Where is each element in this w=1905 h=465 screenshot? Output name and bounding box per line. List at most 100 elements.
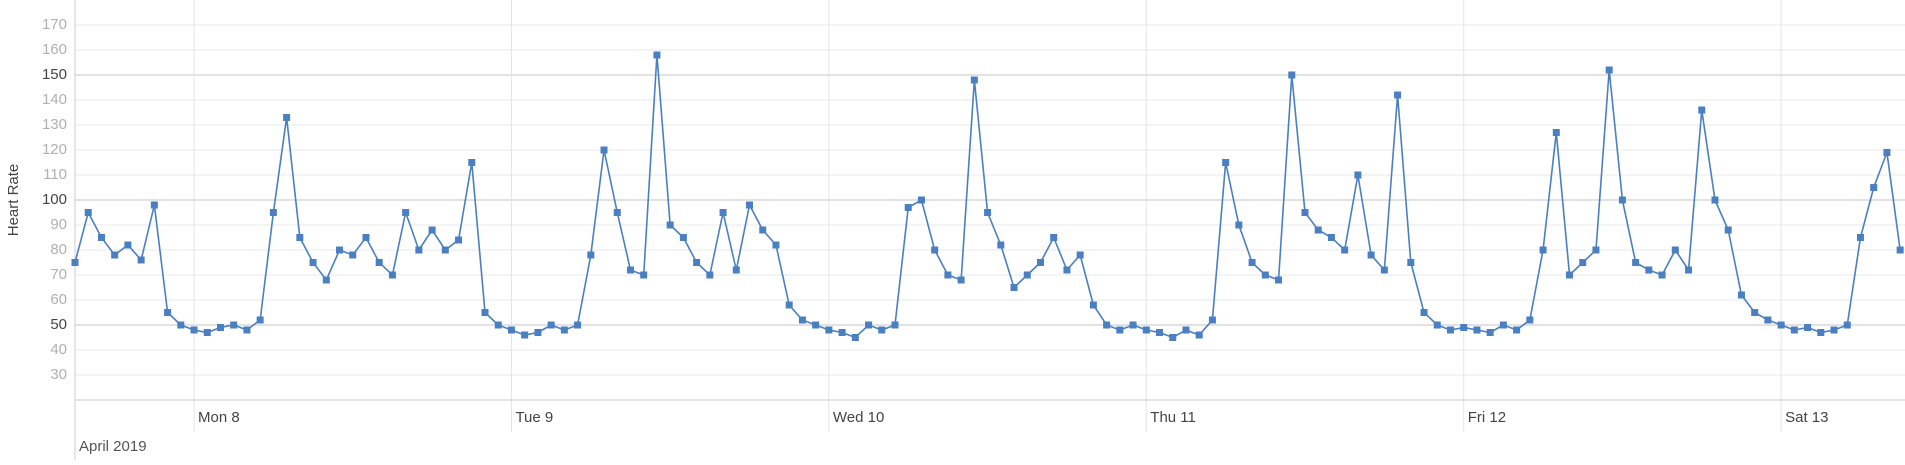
- data-point: [1182, 326, 1190, 334]
- data-point: [362, 234, 370, 241]
- data-point: [1658, 271, 1666, 279]
- data-point: [1023, 271, 1031, 279]
- data-point: [1103, 321, 1111, 329]
- data-point: [891, 321, 899, 329]
- data-point: [666, 221, 674, 229]
- y-tick-label: 160: [42, 41, 67, 58]
- x-tick-label: Thu 11: [1150, 409, 1196, 426]
- data-point: [1367, 251, 1375, 259]
- data-point: [1156, 329, 1164, 336]
- data-point: [309, 259, 317, 266]
- y-tick-label: 130: [42, 116, 67, 133]
- data-point: [679, 234, 687, 241]
- data-point: [1116, 326, 1124, 334]
- data-point: [1050, 234, 1058, 241]
- data-point: [1380, 266, 1388, 274]
- y-tick-label: 70: [50, 266, 67, 283]
- data-point: [1724, 226, 1732, 234]
- data-point: [111, 251, 119, 259]
- y-tick-label: 60: [50, 291, 67, 308]
- data-point: [547, 321, 555, 329]
- data-point: [216, 324, 224, 331]
- data-point: [1804, 324, 1812, 331]
- data-point: [640, 271, 648, 279]
- data-point: [1870, 184, 1878, 191]
- data-point: [71, 259, 79, 266]
- data-point: [402, 209, 410, 216]
- data-point: [653, 51, 661, 59]
- x-tick-label: Tue 9: [515, 409, 553, 426]
- data-point: [613, 209, 621, 216]
- data-point: [1513, 326, 1521, 334]
- data-point: [944, 271, 952, 279]
- data-point: [798, 316, 806, 324]
- data-point: [1566, 271, 1574, 279]
- data-point: [428, 226, 436, 234]
- x-tick-label: Sat 13: [1785, 409, 1828, 426]
- data-point: [865, 321, 873, 329]
- data-point: [534, 329, 542, 336]
- data-point: [1777, 321, 1785, 329]
- y-tick-label: 90: [50, 216, 67, 233]
- data-point: [587, 251, 595, 259]
- data-point: [746, 201, 754, 209]
- data-point: [1671, 246, 1679, 254]
- x-group-label: April 2019: [79, 438, 147, 455]
- data-point: [296, 234, 304, 241]
- data-point: [1579, 259, 1587, 266]
- data-point: [732, 266, 740, 274]
- data-point: [1248, 259, 1256, 266]
- data-point: [772, 241, 780, 249]
- series-line: [74, 54, 1901, 339]
- data-point: [1685, 266, 1693, 274]
- data-point: [1208, 316, 1216, 324]
- data-point: [626, 266, 634, 274]
- data-point: [1486, 329, 1494, 336]
- data-point: [137, 256, 145, 264]
- data-point: [1314, 226, 1322, 234]
- data-point: [1275, 276, 1283, 284]
- data-point: [970, 76, 978, 84]
- data-point: [256, 316, 264, 324]
- data-point: [997, 241, 1005, 249]
- data-point: [349, 251, 357, 259]
- data-point: [931, 246, 939, 254]
- data-point: [1473, 326, 1481, 334]
- data-point: [1036, 259, 1044, 266]
- data-point: [441, 246, 449, 254]
- data-point: [812, 321, 820, 329]
- data-point: [1076, 251, 1084, 259]
- data-point: [1764, 316, 1772, 324]
- data-point: [1089, 301, 1097, 309]
- data-point: [388, 271, 396, 279]
- data-point: [1698, 106, 1706, 114]
- x-tick-label: Wed 10: [833, 409, 884, 426]
- data-point: [1288, 71, 1296, 79]
- data-point: [1129, 321, 1137, 329]
- data-point: [1142, 326, 1150, 334]
- data-point: [1407, 259, 1415, 266]
- x-tick-label: Mon 8: [198, 409, 240, 426]
- data-point: [1645, 266, 1653, 274]
- data-point: [164, 309, 172, 316]
- data-point: [481, 309, 489, 316]
- y-tick-label: 140: [42, 91, 67, 108]
- data-point: [560, 326, 568, 334]
- data-point: [521, 331, 529, 339]
- data-point: [719, 209, 727, 216]
- data-point: [1010, 284, 1018, 291]
- data-point: [507, 326, 515, 334]
- data-point: [1618, 196, 1626, 204]
- data-point: [177, 321, 185, 329]
- data-point: [1830, 326, 1838, 334]
- data-point: [1446, 326, 1454, 334]
- data-point: [1261, 271, 1269, 279]
- data-point: [1552, 129, 1560, 136]
- data-point: [1195, 331, 1203, 339]
- data-point: [693, 259, 701, 266]
- data-point: [759, 226, 767, 234]
- data-point: [1499, 321, 1507, 329]
- data-point: [336, 246, 344, 254]
